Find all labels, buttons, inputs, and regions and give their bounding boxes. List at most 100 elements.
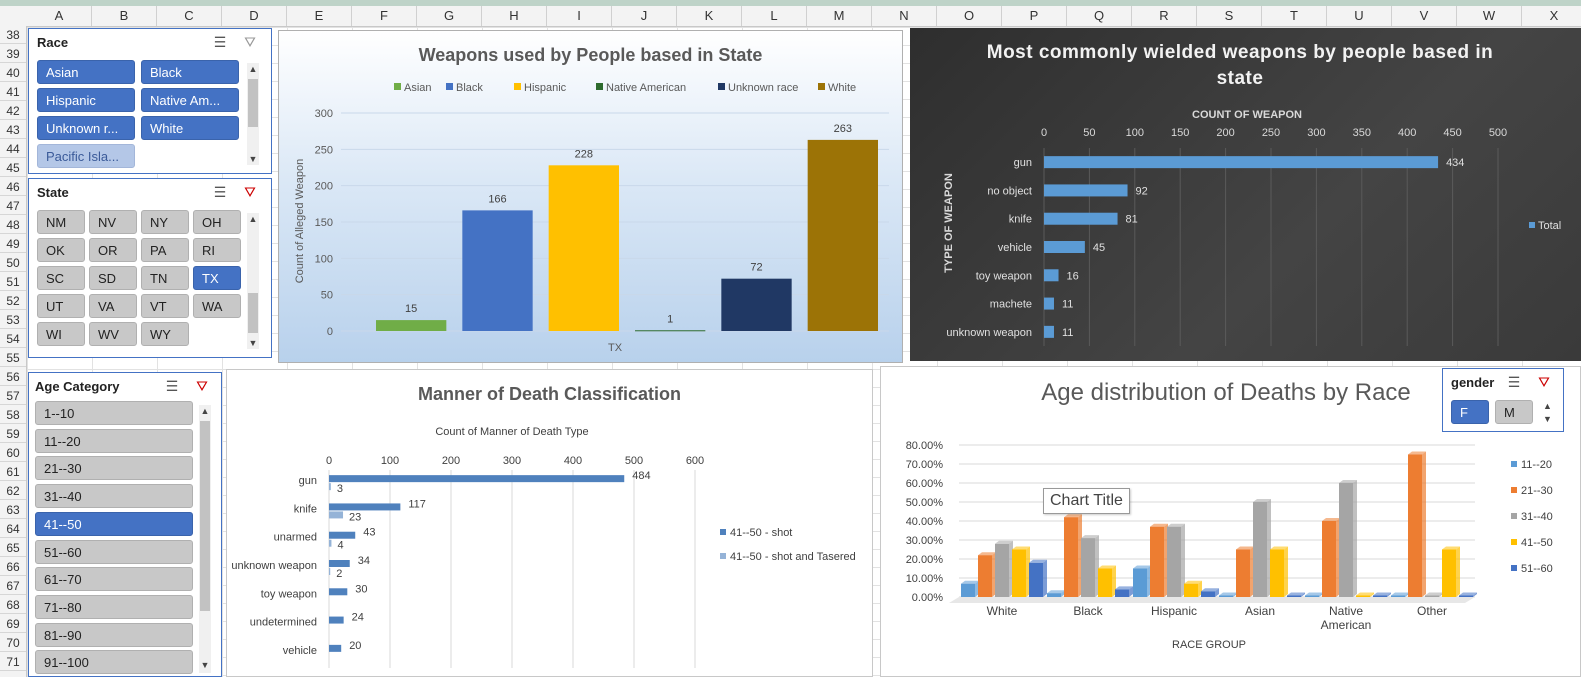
slicer-item[interactable]: NV <box>89 210 137 234</box>
slicer-item[interactable]: OK <box>37 238 85 262</box>
column-header-H[interactable]: H <box>482 6 547 26</box>
row-header-42[interactable]: 42 <box>0 102 26 120</box>
slicer-item[interactable]: 21--30 <box>35 456 193 481</box>
slicer-item[interactable]: OR <box>89 238 137 262</box>
scroll-up-icon[interactable]: ▲ <box>200 406 210 416</box>
row-header-50[interactable]: 50 <box>0 254 26 272</box>
row-header-55[interactable]: 55 <box>0 349 26 367</box>
slicer-item[interactable]: Pacific Isla... <box>37 144 135 168</box>
scroll-up-icon[interactable]: ▲ <box>1543 401 1552 411</box>
scroll-down-icon[interactable]: ▼ <box>200 660 210 670</box>
slicer-item[interactable]: 61--70 <box>35 567 193 592</box>
column-header-M[interactable]: M <box>807 6 872 26</box>
slicer-item[interactable]: 71--80 <box>35 594 193 619</box>
row-header-44[interactable]: 44 <box>0 140 26 158</box>
column-header-P[interactable]: P <box>1002 6 1067 26</box>
column-header-B[interactable]: B <box>92 6 157 26</box>
slicer-item[interactable]: PA <box>141 238 189 262</box>
row-header-58[interactable]: 58 <box>0 406 26 424</box>
race-slicer-scrollbar[interactable]: ▲ ▼ <box>247 63 259 165</box>
scroll-up-icon[interactable]: ▲ <box>248 64 258 74</box>
slicer-item[interactable]: Unknown r... <box>37 116 135 140</box>
column-header-X[interactable]: X <box>1522 6 1581 26</box>
column-header-D[interactable]: D <box>222 6 287 26</box>
slicer-item[interactable]: Asian <box>37 60 135 84</box>
slicer-item[interactable]: NM <box>37 210 85 234</box>
manner-of-death-chart[interactable]: Manner of Death Classification Count of … <box>226 369 873 677</box>
slicer-item[interactable]: WV <box>89 322 137 346</box>
column-header-K[interactable]: K <box>677 6 742 26</box>
scroll-down-icon[interactable]: ▼ <box>248 338 258 348</box>
slicer-item[interactable]: VT <box>141 294 189 318</box>
column-header-A[interactable]: A <box>27 6 92 26</box>
column-header-U[interactable]: U <box>1327 6 1392 26</box>
slicer-item[interactable]: TN <box>141 266 189 290</box>
slicer-item[interactable]: 1--10 <box>35 401 193 425</box>
row-header-53[interactable]: 53 <box>0 311 26 329</box>
scroll-down-icon[interactable]: ▼ <box>248 154 258 164</box>
multi-select-icon[interactable]: ☰ <box>213 184 227 200</box>
slicer-item[interactable]: Black <box>141 60 239 84</box>
row-header-46[interactable]: 46 <box>0 178 26 196</box>
slicer-item[interactable]: M <box>1495 400 1533 424</box>
row-header-47[interactable]: 47 <box>0 197 26 215</box>
row-header-39[interactable]: 39 <box>0 45 26 63</box>
multi-select-icon[interactable]: ☰ <box>165 378 179 394</box>
row-header-68[interactable]: 68 <box>0 596 26 614</box>
slicer-item[interactable]: 31--40 <box>35 484 193 509</box>
slicer-item[interactable]: F <box>1451 400 1489 424</box>
slicer-item[interactable]: Native Am... <box>141 88 239 112</box>
row-header-57[interactable]: 57 <box>0 387 26 405</box>
slicer-item[interactable]: 41--50 <box>35 511 193 536</box>
slicer-item[interactable]: TX <box>193 266 241 290</box>
scroll-down-icon[interactable]: ▼ <box>1543 414 1552 424</box>
clear-filter-icon[interactable]: ⛛ <box>244 184 256 200</box>
row-header-56[interactable]: 56 <box>0 368 26 386</box>
row-header-69[interactable]: 69 <box>0 615 26 633</box>
column-header-L[interactable]: L <box>742 6 807 26</box>
row-header-61[interactable]: 61 <box>0 463 26 481</box>
column-header-S[interactable]: S <box>1197 6 1262 26</box>
scroll-thumb[interactable] <box>200 421 210 611</box>
multi-select-icon[interactable]: ☰ <box>1507 374 1521 390</box>
slicer-item[interactable]: White <box>141 116 239 140</box>
clear-filter-icon[interactable]: ⛛ <box>1538 374 1550 390</box>
row-header-40[interactable]: 40 <box>0 64 26 82</box>
slicer-item[interactable]: 51--60 <box>35 539 193 564</box>
slicer-item[interactable]: Hispanic <box>37 88 135 112</box>
column-header-Q[interactable]: Q <box>1067 6 1132 26</box>
slicer-item[interactable]: 11--20 <box>35 428 193 453</box>
column-header-C[interactable]: C <box>157 6 222 26</box>
multi-select-icon[interactable]: ☰ <box>213 34 227 50</box>
slicer-item[interactable]: WI <box>37 322 85 346</box>
slicer-item[interactable]: UT <box>37 294 85 318</box>
row-header-48[interactable]: 48 <box>0 216 26 234</box>
slicer-item[interactable]: VA <box>89 294 137 318</box>
slicer-item[interactable]: 91--100 <box>35 650 193 675</box>
row-header-54[interactable]: 54 <box>0 330 26 348</box>
scroll-thumb[interactable] <box>248 79 258 127</box>
state-slicer[interactable]: State ☰ ⛛ NM NV NY OH OK OR PA RI SC SD TN TX UT VA VT… <box>28 178 272 358</box>
clear-filter-icon[interactable]: ⛛ <box>244 34 256 50</box>
column-header-V[interactable]: V <box>1392 6 1457 26</box>
row-header-43[interactable]: 43 <box>0 121 26 139</box>
column-header-G[interactable]: G <box>417 6 482 26</box>
slicer-item[interactable]: SD <box>89 266 137 290</box>
clear-filter-icon[interactable]: ⛛ <box>196 378 208 394</box>
row-header-71[interactable]: 71 <box>0 653 26 671</box>
state-slicer-scrollbar[interactable]: ▲ ▼ <box>247 213 259 349</box>
row-header-66[interactable]: 66 <box>0 558 26 576</box>
row-header-52[interactable]: 52 <box>0 292 26 310</box>
slicer-item[interactable]: WY <box>141 322 189 346</box>
row-header-62[interactable]: 62 <box>0 482 26 500</box>
slicer-item[interactable]: RI <box>193 238 241 262</box>
row-header-38[interactable]: 38 <box>0 26 26 44</box>
common-weapons-chart[interactable]: Most commonly wielded weapons by people … <box>910 28 1581 361</box>
column-header-R[interactable]: R <box>1132 6 1197 26</box>
row-header-63[interactable]: 63 <box>0 501 26 519</box>
row-header-41[interactable]: 41 <box>0 83 26 101</box>
column-header-W[interactable]: W <box>1457 6 1522 26</box>
scroll-thumb[interactable] <box>248 293 258 333</box>
age-category-slicer[interactable]: Age Category ☰ ⛛ 1--10 11--20 21--30 31--40… <box>28 372 222 677</box>
